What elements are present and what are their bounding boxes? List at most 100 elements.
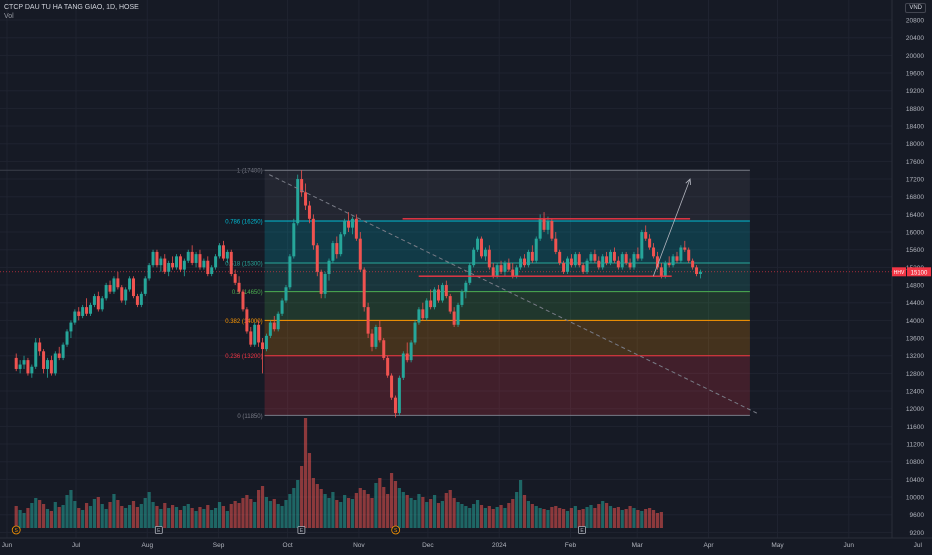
candle-body <box>347 221 351 228</box>
volume-bar <box>22 513 26 528</box>
volume-bar <box>331 492 335 528</box>
candle-body <box>104 285 108 299</box>
symbol-tag-label: HHV <box>894 270 905 276</box>
candle-body <box>147 265 151 279</box>
price-tick-label: 19200 <box>906 88 924 95</box>
candle-body <box>206 260 210 274</box>
volume-bar <box>264 497 269 528</box>
candle-body <box>163 258 167 272</box>
currency-button[interactable]: VND <box>905 3 926 13</box>
candle-body <box>167 262 171 272</box>
candle-body <box>534 238 538 261</box>
price-tick-label: 13200 <box>906 353 924 360</box>
time-tick-label: Oct <box>283 542 293 549</box>
candle-body <box>589 254 593 261</box>
price-tick-label: 9200 <box>910 530 925 537</box>
price-tick-label: 10400 <box>906 477 924 484</box>
candle-body <box>566 258 570 272</box>
volume-bar <box>30 503 34 528</box>
volume-bar <box>612 508 617 528</box>
candle-body <box>632 254 636 268</box>
volume-bar <box>131 501 136 528</box>
fib-level-label: 0.236 (13200) <box>225 354 262 360</box>
candle-body <box>261 342 265 350</box>
volume-bar <box>335 500 339 528</box>
volume-bar <box>483 508 487 528</box>
candle-body <box>92 296 96 305</box>
volume-bar <box>38 500 42 528</box>
volume-bar <box>303 418 308 528</box>
volume-bar <box>108 502 112 528</box>
candle-body <box>421 309 425 319</box>
candle-body <box>370 333 374 347</box>
volume-bar <box>507 503 511 528</box>
candle-body <box>350 218 354 228</box>
volume-bar <box>386 494 390 528</box>
candle-body <box>272 322 276 330</box>
candle-body <box>331 243 335 261</box>
volume-bar <box>288 494 292 528</box>
price-tick-label: 20400 <box>906 35 924 42</box>
volume-bar <box>554 506 558 528</box>
volume-bar <box>448 490 452 528</box>
candle-body <box>112 278 116 292</box>
candle-body <box>405 353 409 361</box>
time-tick-label: Feb <box>565 542 577 549</box>
candle-body <box>655 256 659 268</box>
volume-bar <box>362 490 366 528</box>
volume-bar <box>186 504 190 528</box>
fib-level-label: 0.618 (15300) <box>225 261 262 267</box>
candle-body <box>550 221 554 239</box>
candle-body <box>100 298 104 310</box>
candle-body <box>14 357 18 369</box>
candle-body <box>69 322 73 332</box>
volume-bar <box>440 501 444 528</box>
candle-body <box>339 234 343 255</box>
volume-bar <box>249 499 253 528</box>
volume-bar <box>495 507 499 528</box>
volume-bar <box>479 505 484 528</box>
candle-body <box>605 256 609 263</box>
volume-bar <box>65 495 69 528</box>
volume-bar <box>237 503 241 528</box>
candle-body <box>214 256 218 268</box>
candle-body <box>319 271 323 294</box>
candle-body <box>440 285 444 301</box>
price-tick-label: 17600 <box>906 159 924 166</box>
volume-bar <box>444 493 448 528</box>
volume-bar <box>601 501 605 528</box>
candle-body <box>460 291 464 305</box>
volume-bar <box>202 509 206 528</box>
volume-bar <box>225 511 229 528</box>
volume-bar <box>143 498 147 528</box>
volume-bar <box>475 500 480 528</box>
volume-bar <box>323 494 327 528</box>
candle-body <box>667 262 671 266</box>
candle-body <box>73 311 77 323</box>
candle-body <box>503 262 507 272</box>
candle-body <box>679 247 683 261</box>
volume-bar <box>655 513 660 528</box>
candle-body <box>593 254 597 261</box>
price-tick-label: 12400 <box>906 389 924 396</box>
candle-body <box>413 322 417 343</box>
candle-body <box>124 289 128 301</box>
price-tick-label: 14000 <box>906 318 924 325</box>
projection-arrow <box>652 178 691 277</box>
volume-bar <box>69 490 73 528</box>
candle-body <box>663 262 667 277</box>
volume-bar <box>53 502 57 528</box>
volume-bar <box>581 509 585 528</box>
candle-body <box>436 289 440 301</box>
volume-bar <box>346 498 351 528</box>
volume-bar <box>429 499 433 528</box>
volume-bar <box>49 511 53 528</box>
candle-body <box>268 322 272 336</box>
candle-body <box>636 254 640 259</box>
candle-body <box>429 300 433 308</box>
time-tick-label: Jun <box>844 542 855 549</box>
volume-bar <box>217 502 222 528</box>
candle-body <box>640 232 644 259</box>
